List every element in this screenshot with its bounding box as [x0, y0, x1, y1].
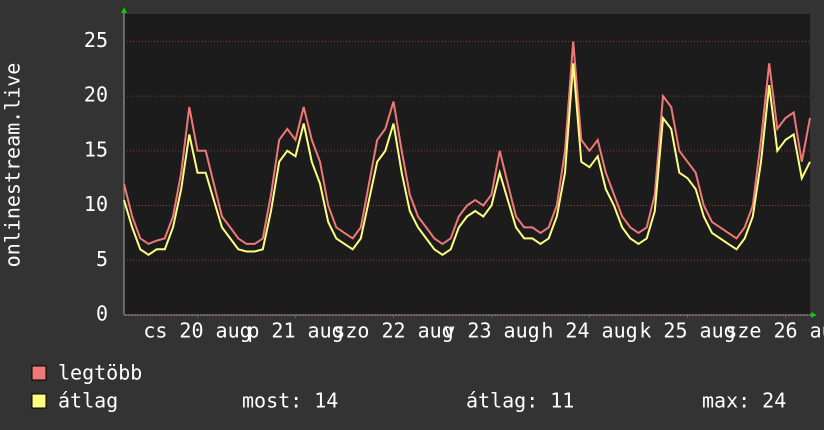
x-tick-label: p 21 aug	[247, 319, 343, 343]
y-tick-label: 10	[84, 192, 108, 216]
legend-label: átlag	[58, 389, 118, 413]
series-line	[123, 41, 811, 246]
y-tick-label: 5	[96, 247, 108, 271]
stat-label: átlag:	[466, 389, 538, 413]
legend-swatch	[31, 393, 47, 409]
x-tick-label: sze 26 aug	[725, 319, 824, 343]
y-tick-label: 15	[84, 137, 108, 161]
y-arrow	[121, 7, 127, 13]
legend-label: legtöbb	[58, 361, 142, 385]
stat-value: 11	[550, 389, 574, 413]
x-tick-label: szo 22 aug	[333, 319, 453, 343]
x-tick-label: v 23 aug	[443, 319, 539, 343]
x-tick-label: cs 20 aug	[143, 319, 251, 343]
x-tick-label: h 24 aug	[541, 319, 637, 343]
series-line	[123, 63, 811, 257]
x-tick-label: k 25 aug	[639, 319, 735, 343]
stat-value: 24	[762, 389, 786, 413]
y-tick-label: 20	[84, 83, 108, 107]
y-tick-label: 25	[84, 28, 108, 52]
stat-value: 14	[314, 389, 338, 413]
x-arrow	[811, 312, 817, 318]
stat-label: most:	[242, 389, 302, 413]
y-axis-label: onlinestream.live	[1, 63, 25, 268]
y-tick-label: 0	[96, 302, 108, 326]
legend-swatch	[31, 365, 47, 381]
stat-label: max:	[702, 389, 750, 413]
plot-area	[124, 14, 810, 315]
